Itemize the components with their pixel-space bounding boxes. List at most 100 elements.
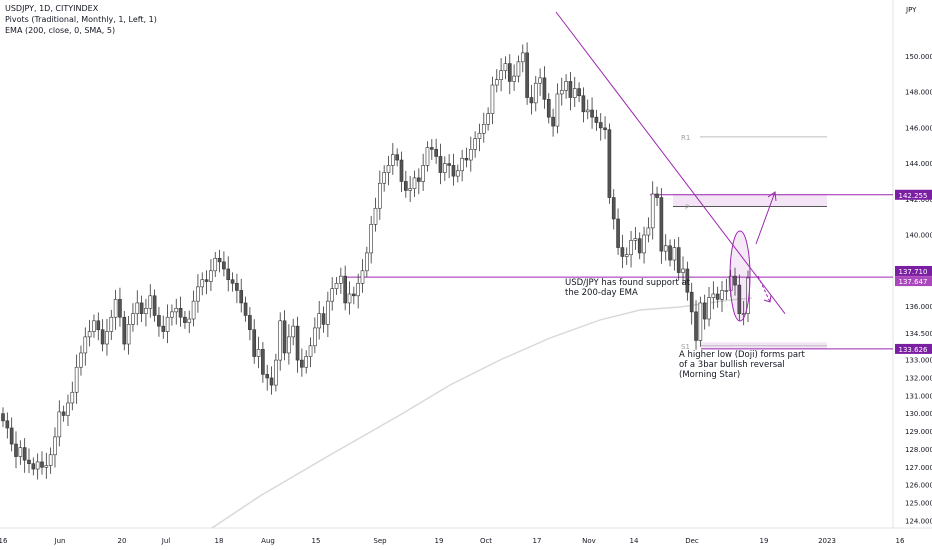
y-tick-label: 134.500 (905, 330, 932, 338)
candle-body (391, 154, 395, 166)
candle-body (490, 84, 495, 114)
candle-body (624, 254, 629, 257)
candle-body (720, 290, 724, 300)
candle-body (248, 315, 252, 331)
candle-body (313, 327, 317, 347)
candle-body (598, 122, 603, 129)
candle-body (629, 240, 633, 256)
candle-body (724, 290, 729, 292)
candle-body (105, 331, 109, 345)
candle-body (152, 295, 157, 316)
candle-body (455, 170, 460, 177)
y-tick-label: 144.000 (905, 160, 932, 168)
candle-body (226, 268, 231, 281)
y-tick-label: 133.000 (905, 357, 932, 365)
candle-body (694, 311, 698, 341)
candle-body (585, 109, 590, 113)
candle-body (334, 282, 339, 289)
x-tick-label: 18 (215, 537, 224, 545)
candle-body (308, 345, 313, 357)
candle-body (139, 302, 144, 314)
candle-body (737, 284, 742, 314)
candle-body (659, 197, 664, 252)
candle-body (494, 79, 499, 86)
candle-body (96, 320, 101, 331)
price-label-box (895, 265, 932, 276)
candle-body (196, 286, 200, 302)
candle-body (282, 320, 287, 354)
candle-body (170, 311, 174, 318)
candle-body (611, 197, 616, 220)
x-tick-label: 16 (896, 537, 905, 545)
candle-body (200, 279, 205, 288)
y-tick-label: 146.000 (905, 124, 932, 132)
candle-body (395, 154, 399, 161)
candle-body (442, 163, 447, 173)
doji-annotation-line3: (Morning Star) (679, 370, 741, 380)
candle-body (365, 252, 369, 272)
y-tick-label: 127.000 (905, 464, 932, 472)
candle-body (204, 279, 209, 282)
y-tick-label: 132.000 (905, 374, 932, 382)
candle-body (655, 193, 659, 198)
candle-body (252, 329, 257, 357)
resistance-zone (673, 193, 827, 207)
candle-body (676, 247, 681, 273)
y-tick-label: 140.000 (905, 232, 932, 240)
candle-body (668, 245, 672, 261)
candle-body (434, 149, 438, 157)
candle-body (235, 282, 239, 291)
candle-body (304, 356, 309, 368)
candle-body (378, 182, 382, 209)
candle-body (135, 302, 140, 314)
candle-body (507, 63, 512, 82)
candle-body (191, 300, 196, 320)
candle-body (568, 81, 573, 98)
candle-body (278, 320, 283, 361)
candle-body (243, 302, 248, 316)
candle-body (486, 113, 490, 125)
currency-label: JPY (905, 6, 917, 14)
price-label-box (895, 189, 932, 200)
y-tick-label: 128.000 (905, 446, 932, 454)
candle-body (165, 316, 170, 332)
candle-body (594, 116, 599, 123)
candle-body (352, 293, 356, 297)
price-label-text: 133.626 (899, 346, 928, 354)
candle-body (538, 77, 542, 84)
price-label-text: 142.255 (899, 192, 928, 200)
doji-annotation: A higher low (Doji) forms part of a 3bar… (679, 350, 805, 380)
candle-body (239, 290, 244, 304)
x-tick-label: Dec (685, 537, 699, 545)
x-tick-label: 14 (630, 537, 639, 545)
candle-body (57, 411, 62, 438)
y-tick-label: 142.000 (905, 196, 932, 204)
candle-body (274, 359, 278, 386)
candle-body (261, 349, 265, 375)
x-tick-label: 19 (760, 537, 769, 545)
candle-body (698, 302, 703, 341)
candle-body (499, 70, 503, 80)
candle-body (87, 331, 92, 338)
candle-body (256, 349, 261, 357)
candle-body (412, 177, 417, 189)
candle-body (5, 420, 10, 429)
symbol-title: USDJPY, 1D, CITYINDEX (5, 4, 99, 13)
candle-body (551, 116, 555, 127)
candle-body (40, 461, 44, 468)
x-tick-label: 17 (533, 537, 542, 545)
candle-body (369, 224, 373, 254)
candle-body (663, 245, 668, 252)
candle-body (161, 325, 166, 332)
candle-body (399, 159, 404, 182)
candle-body (187, 318, 192, 323)
candle-body (92, 320, 96, 332)
candle-body (230, 279, 235, 284)
candle-body (183, 316, 187, 323)
y-tick-label: 126.000 (905, 482, 932, 490)
candle-body (209, 270, 213, 282)
candle-body (144, 307, 148, 314)
candle-body (533, 82, 538, 104)
